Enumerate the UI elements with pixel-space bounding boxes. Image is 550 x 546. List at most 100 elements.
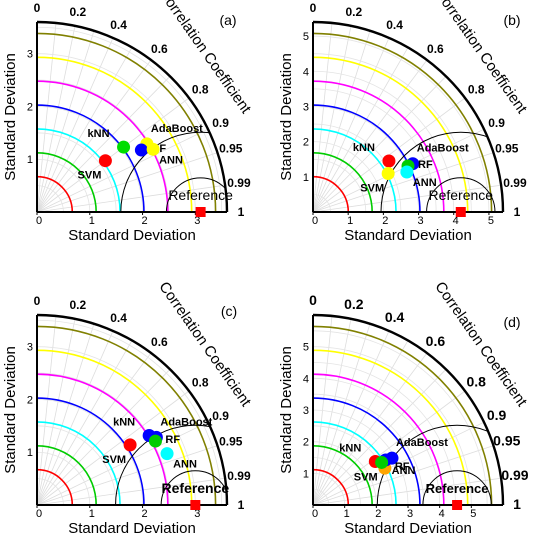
grid-ray [36,152,218,213]
y-tick-label: 3 [303,405,309,417]
grid-arc [312,441,377,506]
grid-arc [36,399,143,506]
x-tick-label: 2 [382,215,388,227]
contour-arc [36,175,74,213]
correlation-tick-label: 0 [34,1,41,15]
y-tick-label: 1 [27,154,33,166]
x-tick-label: 1 [347,215,353,227]
grid-arc [312,106,419,213]
x-tick-label: 5 [488,215,494,227]
grid-arc [36,478,64,506]
correlation-tick-label: 0.2 [345,5,362,19]
x-tick-label: 5 [470,508,476,520]
model-label: kNN [113,416,135,428]
model-point [123,438,137,452]
grid-arc [312,409,409,506]
model-label: RF [165,434,180,446]
y-tick-label: 2 [27,101,33,113]
x-tick-label: 1 [89,215,95,227]
grid-arc [312,472,346,506]
rms-arc [426,177,496,212]
y-tick-label: 2 [303,437,309,449]
contour-arc [312,373,445,506]
contour-arc [312,445,373,506]
x-axis-title: Standard Deviation [68,520,196,537]
grid-arc [36,185,64,213]
contour-arc [312,421,397,506]
model-label: AdaBoost [160,416,212,428]
x-tick-label: 2 [141,508,147,520]
x-tick-label: 2 [141,215,147,227]
contour-arc [36,397,145,506]
correlation-tick-label: 0.4 [110,18,127,32]
rms-arc [115,424,227,505]
contour-arc [312,468,350,506]
correlation-tick-label: 0 [310,1,317,15]
x-axis-title: Standard Deviation [344,227,472,244]
contour-arc [312,397,421,506]
correlation-tick-label: 0.4 [110,311,127,325]
model-label: AdaBoost [417,143,469,155]
x-tick-label: 0 [36,508,42,520]
model-label: ANN [413,177,437,189]
model-point [160,447,174,461]
correlation-tick-label: 1 [514,205,521,219]
correlation-tick-label: 0.9 [488,116,505,130]
correlation-tick-label: 0.2 [69,298,86,312]
correlation-tick-label: 0.9 [212,409,229,423]
correlation-tick-label: 0.6 [427,42,444,56]
correlation-tick-label: 0.6 [151,335,168,349]
x-tick-label: 0 [312,508,318,520]
x-axis-title: Standard Deviation [344,520,472,537]
x-axis-title: Standard Deviation [68,227,196,244]
x-tick-label: 4 [439,508,445,520]
y-tick-label: 5 [303,31,309,43]
grid-arc [36,158,91,213]
y-tick-label: 2 [27,394,33,406]
y-tick-label: 3 [27,342,33,354]
rms-arc [422,470,492,505]
grid-arc [312,488,330,506]
grid-arc [312,362,456,506]
outer-arc [312,20,505,213]
correlation-tick-label: 0.95 [219,434,243,448]
correlation-tick-label: 0.9 [487,407,507,423]
model-point [117,140,131,154]
contour-arc [36,373,169,506]
y-tick-label: 1 [303,172,309,184]
model-point [400,165,414,179]
y-tick-label: 1 [27,447,33,459]
correlation-title: Correlation Coefficient [431,279,530,411]
contour-arc [36,128,121,213]
correlation-tick-label: 0.4 [386,18,403,32]
correlation-title: Correlation Coefficient [155,279,254,411]
grid-ray [36,330,114,506]
rms-arcs [120,131,227,212]
model-label: RF [395,461,410,473]
y-tick-label: 5 [303,342,309,354]
reference-label: Reference [426,481,489,496]
model-point [134,143,148,157]
contour-arc [36,56,193,213]
x-tick-label: 0 [312,215,318,227]
model-label: SVM [360,182,384,194]
contour-arc [36,445,97,506]
model-label: SVM [102,454,126,466]
reference-marker [452,500,463,510]
correlation-tick-label: 0.8 [192,376,209,390]
y-tick-label: 2 [303,137,309,149]
correlation-tick-label: 0.8 [192,83,209,97]
contour-arc [36,104,145,213]
correlation-tick-label: 1 [513,496,521,512]
contour-arc [36,468,74,506]
y-axis-title: Standard Deviation [278,346,295,474]
x-tick-label: 1 [89,508,95,520]
rms-arc [165,177,227,212]
y-axis-title: Standard Deviation [2,53,19,181]
grid-arc [36,372,170,506]
y-tick-label: 4 [303,373,309,385]
model-label: kNN [88,128,110,140]
contour-arc [36,152,97,213]
